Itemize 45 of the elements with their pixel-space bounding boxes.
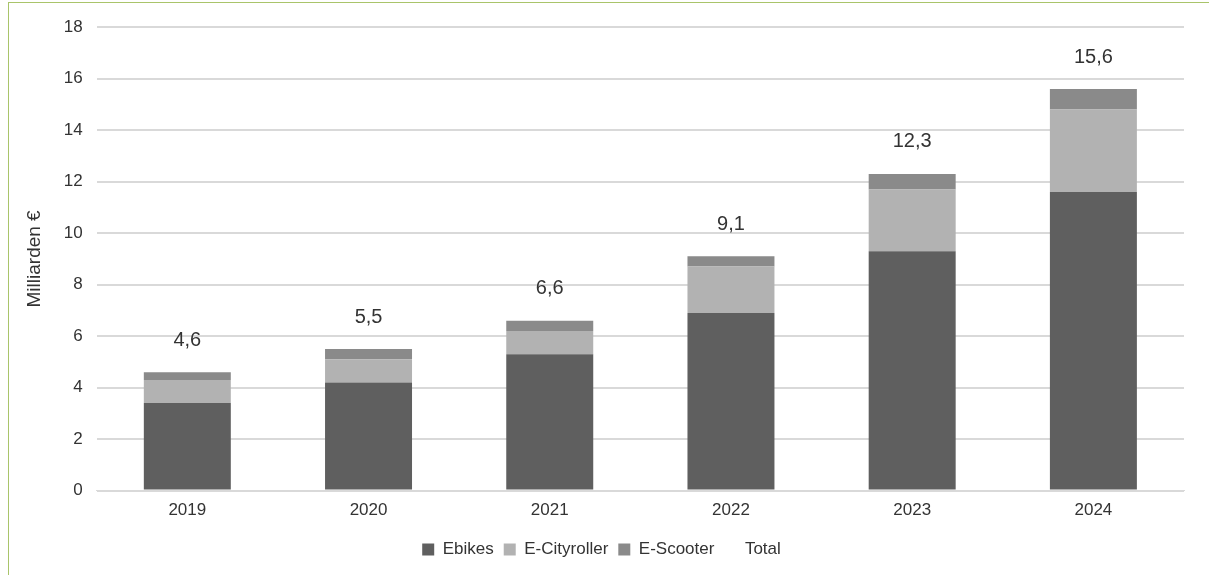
x-tick-label: 2023 bbox=[893, 500, 932, 520]
bar bbox=[1049, 191, 1137, 490]
x-tick-label: 2022 bbox=[712, 500, 750, 520]
bar bbox=[868, 189, 956, 252]
y-tick-label: 4 bbox=[73, 377, 83, 397]
y-tick-label: 0 bbox=[73, 480, 83, 500]
x-tick-label: 2024 bbox=[1074, 500, 1113, 520]
total-label: 12,3 bbox=[892, 129, 932, 152]
bar bbox=[325, 349, 413, 360]
text: Total bbox=[744, 539, 781, 559]
total-label: 9,1 bbox=[717, 211, 745, 234]
bar bbox=[1049, 88, 1137, 110]
x-tick-label: 2020 bbox=[349, 500, 388, 520]
y-axis-title: Milliarden € bbox=[22, 209, 44, 308]
total-label: 15,6 bbox=[1073, 44, 1113, 67]
bar bbox=[143, 372, 231, 380]
bar bbox=[325, 359, 413, 383]
y-tick-label: 6 bbox=[73, 325, 83, 345]
bar bbox=[143, 379, 231, 404]
y-tick-label: 18 bbox=[63, 16, 83, 36]
total-label: 5,5 bbox=[354, 304, 383, 327]
legend-label: E-Cityroller bbox=[524, 539, 609, 559]
bar bbox=[325, 382, 413, 490]
bar bbox=[143, 403, 231, 490]
y-tick-label: 16 bbox=[63, 68, 83, 88]
y-tick-label: 10 bbox=[63, 222, 83, 242]
bar bbox=[687, 256, 775, 267]
bar bbox=[868, 173, 956, 190]
y-tick-label: 14 bbox=[63, 119, 83, 139]
bar bbox=[506, 354, 594, 490]
bar bbox=[506, 330, 594, 355]
bar bbox=[687, 266, 775, 313]
total-label: 6,6 bbox=[535, 276, 564, 299]
x-tick-label: 2021 bbox=[530, 500, 569, 520]
legend-label: Ebikes bbox=[442, 539, 494, 559]
bar bbox=[868, 251, 956, 490]
bar bbox=[506, 320, 594, 331]
legend-label: E-Scooter bbox=[638, 539, 715, 559]
bar bbox=[1049, 109, 1137, 192]
total-label: 4,6 bbox=[173, 327, 202, 350]
y-tick-label: 2 bbox=[73, 428, 83, 448]
y-tick-label: 8 bbox=[73, 274, 83, 294]
bar bbox=[687, 312, 775, 490]
y-tick-label: 12 bbox=[63, 171, 83, 191]
x-tick-label: 2019 bbox=[168, 500, 207, 520]
